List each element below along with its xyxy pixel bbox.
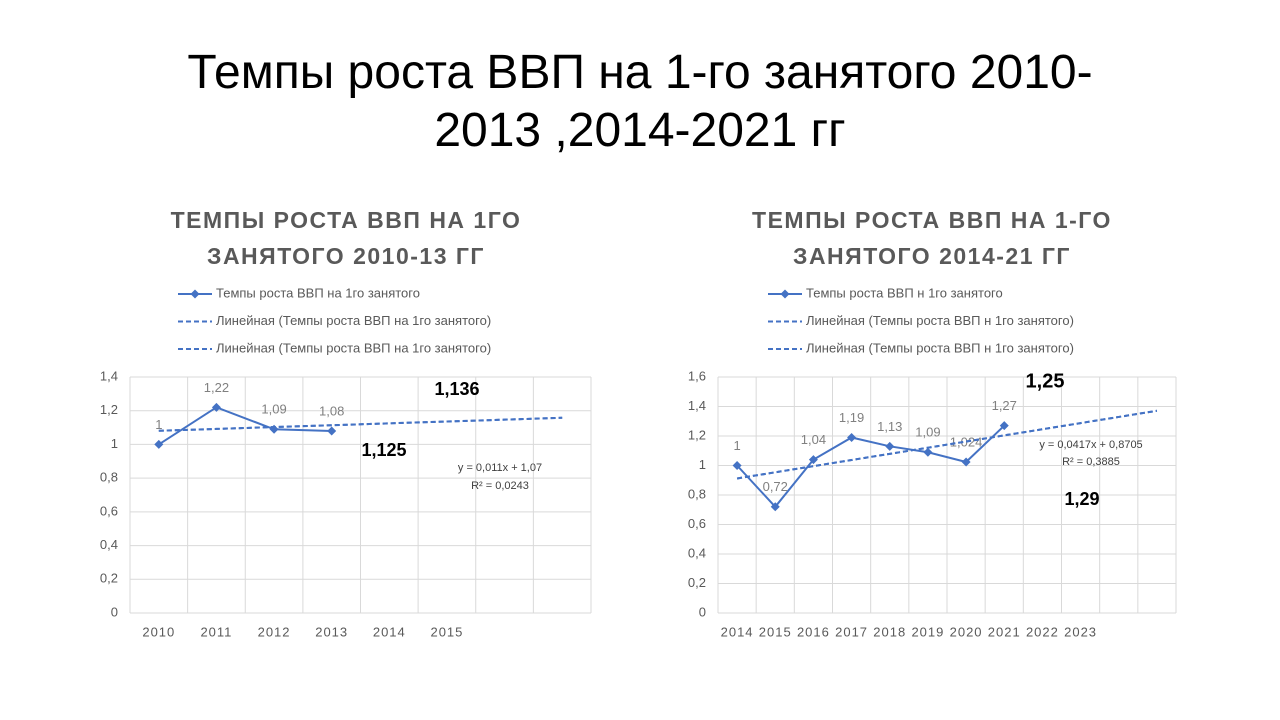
y-tick-label: 0,6 bbox=[100, 503, 118, 518]
x-tick-label: 2012 bbox=[258, 624, 291, 639]
series-line bbox=[158, 406, 332, 446]
y-tick-label: 1,4 bbox=[688, 398, 706, 413]
value-label: 1,09 bbox=[261, 402, 286, 417]
x-tick-label: 2017 bbox=[835, 624, 868, 639]
x-tick-label: 2018 bbox=[873, 624, 906, 639]
series-line bbox=[736, 424, 1005, 509]
y-tick-label: 0,4 bbox=[100, 537, 118, 552]
value-label: 1,27 bbox=[992, 398, 1017, 413]
x-tick-label: 2014 bbox=[373, 624, 406, 639]
marker bbox=[211, 402, 221, 412]
value-label: 0,72 bbox=[763, 479, 788, 494]
trend-line bbox=[736, 409, 1158, 480]
value-label: 1,13 bbox=[877, 419, 902, 434]
marker bbox=[770, 502, 780, 512]
annotation: R² = 0,0243 bbox=[471, 480, 529, 492]
annotation: y = 0,011x + 1,07 bbox=[458, 462, 542, 474]
annotation: y = 0,0417x + 0,8705 bbox=[1039, 439, 1142, 451]
marker bbox=[999, 421, 1009, 431]
y-tick-label: 0,8 bbox=[688, 486, 706, 501]
marker bbox=[885, 441, 895, 451]
marker bbox=[154, 439, 164, 449]
y-tick-label: 1 bbox=[699, 457, 706, 472]
marker bbox=[847, 432, 857, 442]
x-tick-label: 2023 bbox=[1064, 624, 1097, 639]
value-label: 1,04 bbox=[801, 432, 826, 447]
marker bbox=[961, 457, 971, 467]
value-label: 1 bbox=[733, 438, 740, 453]
legend-label: Темпы роста ВВП н 1го занятого bbox=[806, 285, 1003, 300]
y-tick-label: 0,2 bbox=[100, 571, 118, 586]
trend-line bbox=[158, 416, 563, 432]
chart-title: ТЕМПЫ РОСТА ВВП НА 1ГО ЗАНЯТОГО 2010-13 … bbox=[170, 207, 522, 269]
legend-marker bbox=[780, 289, 790, 299]
value-label: 1,22 bbox=[204, 380, 229, 395]
marker bbox=[327, 426, 337, 436]
y-tick-label: 0,2 bbox=[688, 575, 706, 590]
x-tick-label: 2014 bbox=[721, 624, 754, 639]
annotation: 1,136 bbox=[434, 379, 479, 399]
value-label: 1,08 bbox=[319, 403, 344, 418]
x-tick-label: 2020 bbox=[950, 624, 983, 639]
y-tick-label: 0,8 bbox=[100, 470, 118, 485]
x-tick-label: 2015 bbox=[430, 624, 463, 639]
y-tick-label: 0,4 bbox=[688, 545, 706, 560]
annotation: R² = 0,3885 bbox=[1062, 456, 1120, 468]
x-tick-label: 2010 bbox=[142, 624, 175, 639]
x-tick-label: 2015 bbox=[759, 624, 792, 639]
annotation: 1,25 bbox=[1026, 370, 1065, 392]
legend-label: Темпы роста ВВП на 1го занятого bbox=[216, 285, 420, 300]
marker bbox=[923, 447, 933, 457]
marker bbox=[808, 455, 818, 465]
slide-title: Темпы роста ВВП на 1-го занятого 2010-20… bbox=[187, 46, 1093, 157]
value-label: 1,19 bbox=[839, 410, 864, 425]
x-tick-label: 2011 bbox=[200, 624, 232, 639]
x-tick-label: 2016 bbox=[797, 624, 830, 639]
y-tick-label: 1,6 bbox=[688, 368, 706, 383]
annotation: 1,125 bbox=[361, 440, 406, 460]
y-tick-label: 0 bbox=[699, 604, 706, 619]
value-label: 1 bbox=[155, 417, 162, 432]
x-tick-label: 2019 bbox=[911, 624, 944, 639]
legend-label: Линейная (Темпы роста ВВП на 1го занятог… bbox=[216, 340, 491, 355]
y-tick-label: 0,6 bbox=[688, 516, 706, 531]
y-tick-label: 0 bbox=[111, 604, 118, 619]
x-tick-label: 2013 bbox=[315, 624, 348, 639]
y-tick-label: 1,2 bbox=[688, 427, 706, 442]
chart-title: ТЕМПЫ РОСТА ВВП НА 1-ГО ЗАНЯТОГО 2014-21… bbox=[752, 207, 1112, 269]
legend-label: Линейная (Темпы роста ВВП н 1го занятого… bbox=[806, 313, 1074, 328]
x-tick-label: 2022 bbox=[1026, 624, 1059, 639]
marker bbox=[732, 461, 742, 470]
value-label: 1,024 bbox=[950, 434, 983, 449]
value-label: 1,09 bbox=[915, 425, 940, 440]
y-tick-label: 1 bbox=[111, 436, 118, 451]
x-tick-label: 2021 bbox=[988, 624, 1021, 639]
y-tick-label: 1,4 bbox=[100, 368, 118, 383]
legend-label: Линейная (Темпы роста ВВП на 1го занятог… bbox=[216, 313, 491, 328]
legend-label: Линейная (Темпы роста ВВП н 1го занятого… bbox=[806, 340, 1074, 355]
y-tick-label: 1,2 bbox=[100, 402, 118, 417]
legend-marker bbox=[190, 289, 200, 299]
annotation: 1,29 bbox=[1064, 489, 1099, 509]
